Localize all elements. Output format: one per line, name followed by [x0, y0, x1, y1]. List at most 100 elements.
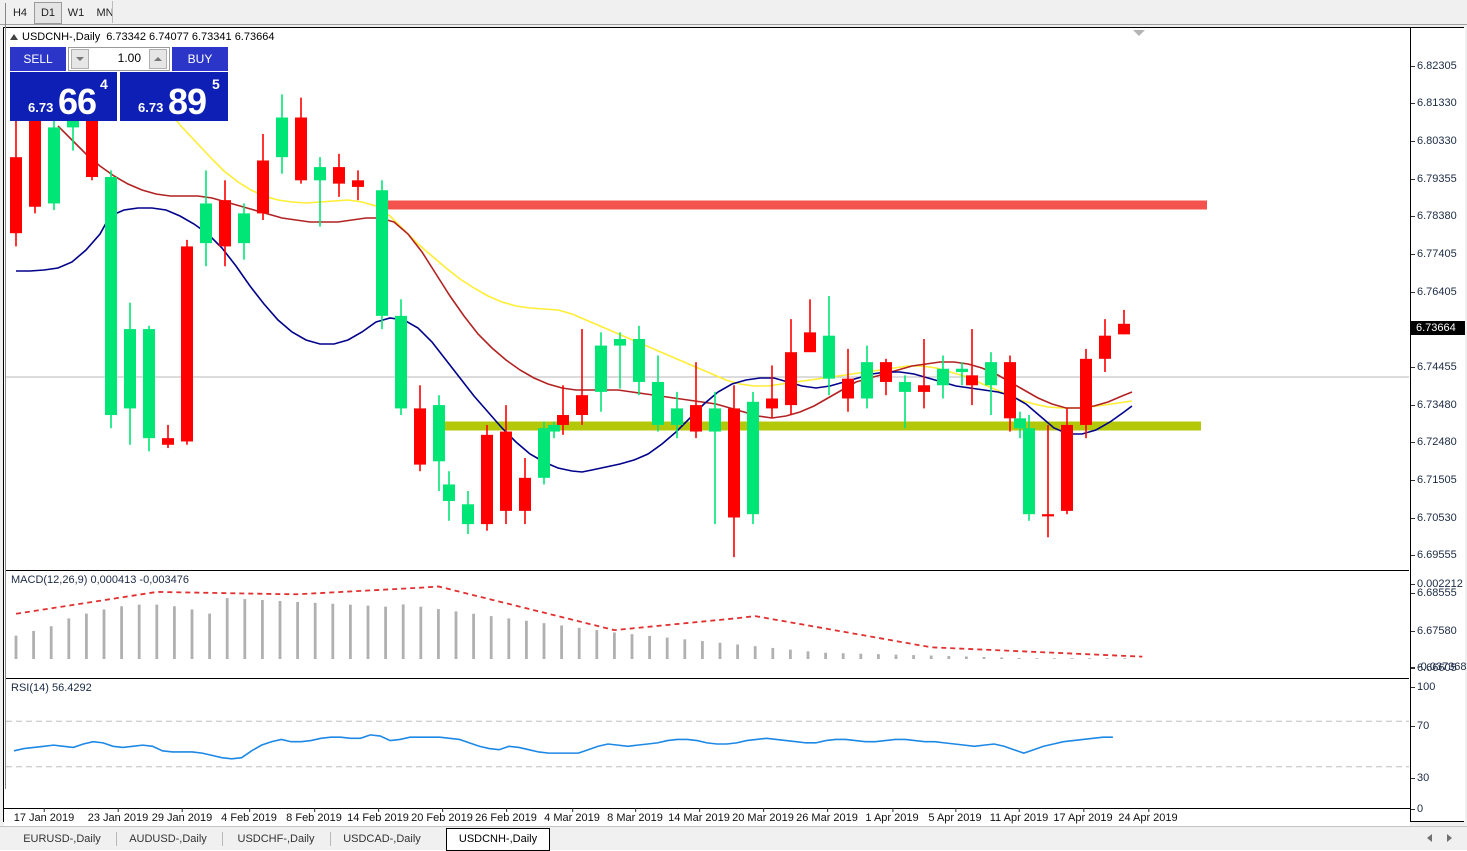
candlestick — [200, 170, 212, 267]
macd-histogram-bar — [912, 655, 915, 659]
macd-histogram-bar — [1017, 657, 1021, 659]
candlestick — [352, 170, 364, 201]
macd-histogram-bar — [137, 604, 141, 659]
candlestick — [880, 358, 892, 396]
price-tick: 6.76405 — [1411, 286, 1457, 298]
macd-histogram-bar — [753, 646, 757, 659]
chart-tab-eurusd[interactable]: EURUSD-,Daily — [23, 833, 101, 845]
date-tick: 1 Apr 2019 — [865, 808, 919, 824]
macd-tick: 0.002212 — [1411, 578, 1463, 590]
date-tick: 11 Apr 2019 — [989, 808, 1049, 824]
date-tick: 4 Mar 2019 — [544, 808, 600, 824]
date-tick: 8 Mar 2019 — [607, 808, 663, 824]
candlestick — [709, 391, 721, 525]
chart-tab-usdcad[interactable]: USDCAD-,Daily — [343, 833, 421, 845]
date-tick: 17 Apr 2019 — [1053, 808, 1113, 824]
macd-histogram-bar — [489, 616, 493, 659]
volume-value: 1.00 — [117, 51, 141, 65]
buy-price-box[interactable]: 6.73 89 5 — [120, 72, 228, 121]
timeframe-mn[interactable]: MN — [96, 7, 114, 19]
macd-histogram-bar — [437, 609, 440, 659]
volume-decrement-button[interactable] — [71, 49, 89, 69]
buy-price-base: 6.73 — [138, 100, 164, 115]
volume-increment-button[interactable] — [149, 49, 167, 69]
macd-histogram-bar — [701, 641, 704, 659]
tab-divider — [330, 832, 331, 846]
timeframe-w1[interactable]: W1 — [67, 7, 85, 19]
candlestick — [519, 457, 531, 525]
date-scale[interactable]: 17 Jan 2019 23 Jan 2019 29 Jan 2019 4 Feb 2… — [4, 808, 1410, 828]
timeframe-d1[interactable]: D1 — [34, 2, 62, 24]
rsi-tick: 100 — [1410, 681, 1436, 693]
macd-histogram-bar — [877, 654, 880, 659]
rsi-pane[interactable]: RSI(14) 56.4292 — [6, 678, 1409, 810]
macd-histogram-bar — [630, 634, 634, 659]
candlestick — [747, 391, 759, 525]
macd-histogram-bar — [595, 630, 599, 659]
scroll-left-icon[interactable] — [1427, 834, 1432, 842]
macd-signal-line — [15, 585, 1143, 658]
buy-button[interactable]: BUY — [172, 47, 228, 71]
candlestick — [576, 329, 588, 425]
chart-tab-audusd[interactable]: AUDUSD-,Daily — [129, 833, 207, 845]
candlestick — [124, 302, 136, 445]
price-tick: 6.82305 — [1411, 60, 1457, 72]
sell-price-box[interactable]: 6.73 66 4 — [10, 72, 117, 121]
macd-histogram-bar — [49, 626, 53, 659]
rsi-chart-svg — [6, 720, 1409, 768]
date-tick: 17 Jan 2019 — [13, 808, 75, 824]
price-scale[interactable]: 6.82305 6.81330 6.80330 6.79355 6.78380 6.774… — [1410, 28, 1467, 821]
candlestick — [785, 319, 797, 416]
price-tick: 6.66605 — [1411, 662, 1457, 674]
macd-histogram-bar — [366, 605, 370, 659]
toolbar-divider — [112, 1, 113, 23]
scroll-right-icon[interactable] — [1447, 834, 1452, 842]
candlestick — [257, 134, 269, 220]
collapse-triangle-icon[interactable] — [1133, 30, 1145, 36]
candlestick — [433, 395, 445, 492]
chart-tab-usdchf[interactable]: USDCHF-,Daily — [237, 833, 315, 845]
candlestick — [1042, 424, 1054, 538]
price-tick: 6.73480 — [1411, 399, 1457, 411]
tab-scroll-arrows — [1417, 831, 1463, 846]
macd-histogram-bar — [102, 609, 106, 659]
macd-histogram-bar — [1105, 658, 1109, 659]
macd-histogram-bar — [683, 639, 687, 659]
macd-histogram-bar — [261, 600, 264, 659]
macd-histogram-bar — [929, 655, 933, 659]
macd-histogram-bar — [313, 602, 317, 659]
macd-histogram-bar — [243, 599, 247, 659]
macd-histogram-bar — [507, 618, 511, 659]
macd-histogram-bar — [736, 644, 739, 659]
timeframe-h4[interactable]: H4 — [12, 7, 28, 19]
tab-divider — [116, 832, 117, 846]
date-tick: 5 Apr 2019 — [928, 808, 982, 824]
macd-histogram-bar — [789, 649, 792, 659]
candlestick — [633, 325, 645, 396]
date-tick: 8 Feb 2019 — [286, 808, 342, 824]
macd-histogram-bar — [331, 603, 335, 659]
expand-triangle-icon[interactable] — [10, 34, 18, 41]
chart-tab-usdcnh[interactable]: USDCNH-,Daily — [446, 828, 550, 851]
price-pane[interactable] — [6, 30, 1409, 565]
macd-histogram-bar — [965, 656, 968, 659]
candlestick — [105, 170, 117, 429]
chart-tab-strip: EURUSD-,Daily AUDUSD-,Daily USDCHF-,Daily U… — [0, 826, 1467, 851]
date-tick: 20 Feb 2019 — [411, 808, 473, 824]
macd-pane[interactable]: MACD(12,26,9) 0,000413 -0,003476 — [6, 570, 1409, 675]
candlestick — [500, 405, 512, 525]
price-tick: 6.69555 — [1411, 549, 1457, 561]
price-tick: 6.80330 — [1411, 135, 1457, 147]
candlestick — [823, 296, 835, 396]
candlestick — [1014, 411, 1026, 439]
date-tick: 29 Jan 2019 — [151, 808, 213, 824]
macd-histogram-bar — [824, 652, 827, 659]
buy-price-big: 89 — [168, 81, 207, 121]
macd-histogram-bar — [1035, 658, 1039, 659]
candlestick — [614, 332, 626, 389]
macd-histogram-bar — [1053, 658, 1056, 659]
chart-header: USDCNH-,Daily 6.73342 6.74077 6.73341 6.7… — [10, 31, 274, 45]
candlestick — [333, 153, 345, 197]
sell-button[interactable]: SELL — [10, 47, 66, 71]
volume-field[interactable]: 1.00 — [68, 47, 170, 71]
